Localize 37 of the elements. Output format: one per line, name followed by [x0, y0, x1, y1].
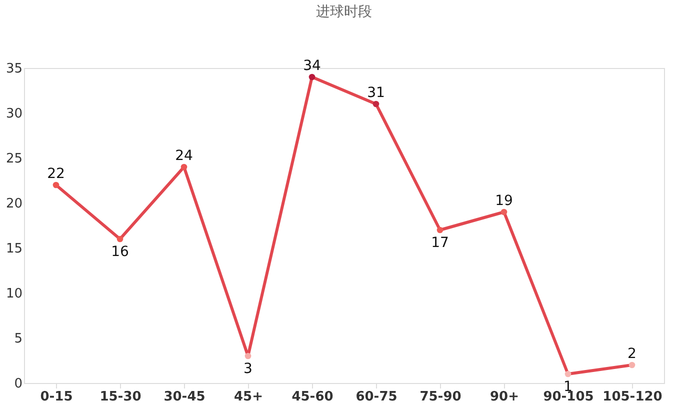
point — [628, 362, 636, 368]
data-label: 31 — [367, 85, 385, 101]
data-label: 17 — [431, 235, 449, 251]
point — [564, 370, 572, 378]
point — [180, 164, 188, 170]
x-tick-label: 60-75 — [356, 390, 398, 404]
x-tick-label: 45+ — [234, 390, 263, 404]
point — [244, 352, 252, 360]
point — [116, 236, 124, 242]
y-tick-label: 30 — [6, 106, 22, 122]
x-tick-label: 15-30 — [100, 390, 142, 404]
point — [372, 100, 380, 108]
data-label: 16 — [111, 244, 129, 260]
x-tick-label: 90+ — [490, 390, 519, 404]
y-tick-label: 35 — [6, 62, 22, 76]
y-tick-label: 25 — [6, 152, 22, 166]
point — [436, 226, 444, 234]
x-tick-label: 45-60 — [292, 390, 334, 404]
y-tick-label: 15 — [6, 242, 22, 256]
data-label: 22 — [47, 166, 65, 182]
data-label: 34 — [303, 58, 321, 74]
y-tick-label: 20 — [6, 196, 22, 212]
chart-title: 进球时段 — [316, 4, 372, 20]
x-tick-label: 75-90 — [420, 390, 462, 404]
y-tick-label: 0 — [14, 376, 22, 392]
data-label: 19 — [495, 193, 513, 209]
data-label: 2 — [628, 346, 636, 362]
point — [52, 182, 60, 188]
y-tick-label: 5 — [14, 332, 22, 346]
point — [500, 208, 508, 216]
x-tick-label: 30-45 — [164, 390, 206, 404]
y-tick-label: 10 — [6, 286, 22, 302]
data-label: 3 — [244, 361, 252, 377]
x-tick-label: 105-120 — [602, 390, 662, 404]
x-tick-label: 0-15 — [40, 390, 73, 404]
data-label: 24 — [175, 148, 193, 164]
point — [308, 74, 316, 80]
